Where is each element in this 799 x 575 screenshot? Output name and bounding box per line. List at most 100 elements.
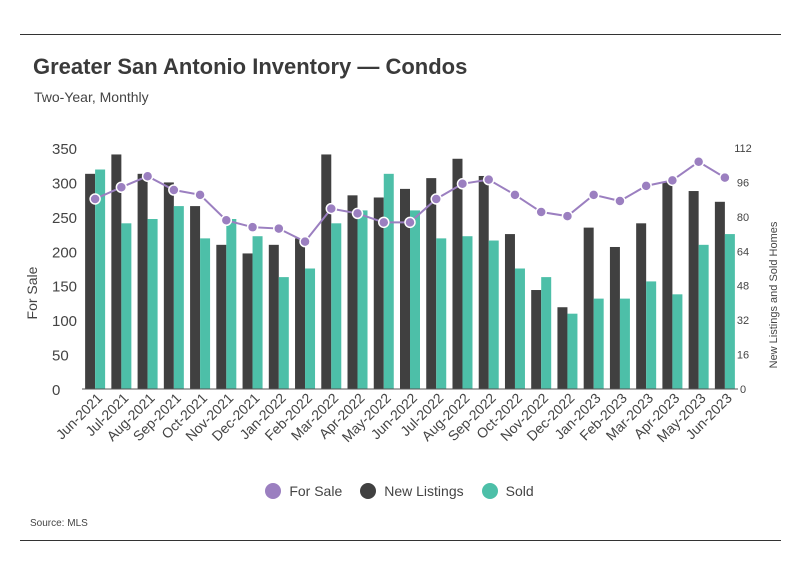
legend-item-new-listings: New Listings — [360, 483, 464, 499]
for-sale-point — [692, 156, 705, 168]
bar-new-listings — [504, 234, 515, 389]
bar-new-listings — [662, 182, 673, 389]
chart: 0501001502002503003500163248648096112Jun… — [24, 141, 780, 445]
y2-tick-label: 0 — [740, 384, 746, 396]
legend-label-new-listings: New Listings — [384, 483, 464, 499]
bar-new-listings — [583, 227, 594, 389]
y-tick-label: 50 — [52, 348, 69, 365]
y-tick-label: 150 — [52, 279, 77, 296]
legend-label-sold: Sold — [505, 483, 534, 499]
for-sale-point — [587, 189, 600, 201]
y-tick-label: 300 — [52, 175, 77, 192]
y2-tick-label: 112 — [734, 143, 752, 155]
bar-new-listings — [531, 290, 542, 389]
bar-sold — [462, 236, 473, 389]
for-sale-point — [168, 184, 180, 196]
legend-item-for-sale: For Sale — [265, 483, 342, 499]
for-sale-point — [220, 214, 233, 227]
bar-sold — [173, 206, 184, 389]
bar-new-listings — [137, 173, 148, 389]
bar-new-listings — [636, 223, 647, 389]
chart-subtitle: Two-Year, Monthly — [34, 89, 149, 105]
y2-tick-label: 64 — [737, 246, 749, 258]
bar-sold — [541, 277, 552, 389]
y-tick-label: 100 — [52, 313, 77, 330]
y-tick-label: 350 — [52, 141, 77, 158]
for-sale-point — [614, 195, 626, 207]
for-sale-point — [430, 193, 442, 205]
y-tick-label: 0 — [52, 382, 60, 399]
bar-new-listings — [373, 197, 384, 389]
bar-sold — [305, 268, 316, 389]
bar-sold — [646, 281, 657, 389]
bar-new-listings — [347, 195, 358, 389]
bar-new-listings — [557, 307, 568, 389]
for-sale-point — [509, 189, 521, 201]
y2-axis-title: New Listings and Sold Homes — [768, 221, 780, 368]
y2-tick-label: 48 — [737, 281, 749, 293]
legend-swatch-sold — [481, 483, 498, 499]
bar-sold — [121, 223, 132, 389]
legend-label-for-sale: For Sale — [289, 483, 343, 499]
bar-sold — [724, 234, 735, 389]
bar-new-listings — [688, 191, 699, 389]
bar-sold — [200, 238, 211, 389]
bar-sold — [514, 268, 525, 389]
for-sale-point — [535, 206, 547, 218]
y2-tick-label: 32 — [737, 315, 749, 327]
bar-new-listings — [85, 173, 96, 389]
bar-new-listings — [163, 182, 174, 389]
bar-new-listings — [216, 244, 227, 389]
bar-new-listings — [478, 175, 489, 389]
bar-sold — [252, 236, 263, 389]
for-sale-point — [194, 189, 206, 201]
bar-new-listings — [111, 154, 122, 389]
bar-sold — [331, 223, 342, 389]
bar-sold — [226, 219, 237, 389]
legend-item-sold: Sold — [481, 483, 534, 499]
for-sale-point — [719, 171, 731, 184]
bar-new-listings — [426, 178, 437, 389]
bar-sold — [383, 173, 394, 389]
for-sale-point — [141, 170, 154, 182]
for-sale-point — [115, 181, 128, 193]
bar-new-listings — [295, 238, 306, 389]
for-sale-point — [89, 193, 101, 205]
y2-tick-label: 16 — [737, 350, 749, 362]
bar-new-listings — [190, 206, 201, 389]
for-sale-point — [246, 221, 259, 233]
y2-tick-label: 80 — [737, 212, 749, 224]
source-note: Source: MLS — [30, 518, 88, 529]
y-tick-label: 250 — [52, 210, 77, 227]
for-sale-point — [666, 174, 679, 187]
legend-swatch-new-listings — [360, 483, 377, 499]
bar-sold — [698, 244, 709, 389]
bar-new-listings — [400, 188, 410, 389]
bar-new-listings — [242, 253, 253, 389]
for-sale-point — [325, 202, 338, 215]
bar-sold — [357, 210, 368, 389]
for-sale-point — [378, 216, 390, 229]
y-axis-title: For Sale — [24, 266, 40, 319]
for-sale-point — [482, 173, 495, 186]
for-sale-point — [456, 178, 469, 190]
chart-title: Greater San Antonio Inventory — Condos — [33, 54, 468, 79]
y-tick-label: 200 — [52, 244, 77, 261]
bar-sold — [593, 298, 604, 389]
bar-sold — [672, 294, 683, 389]
bar-sold — [147, 219, 158, 389]
for-sale-point — [561, 210, 574, 222]
y2-tick-label: 96 — [737, 177, 749, 189]
bar-new-listings — [321, 154, 332, 389]
bar-sold — [567, 313, 578, 389]
bar-new-listings — [268, 244, 279, 389]
bar-new-listings — [714, 201, 725, 389]
legend-swatch-for-sale — [265, 483, 282, 499]
legend: For Sale New Listings Sold — [0, 483, 799, 499]
bar-new-listings — [452, 158, 463, 389]
for-sale-point — [404, 216, 416, 229]
bar-sold — [488, 240, 499, 389]
bar-sold — [410, 210, 420, 389]
bar-sold — [95, 169, 106, 389]
top-rule — [20, 34, 781, 35]
